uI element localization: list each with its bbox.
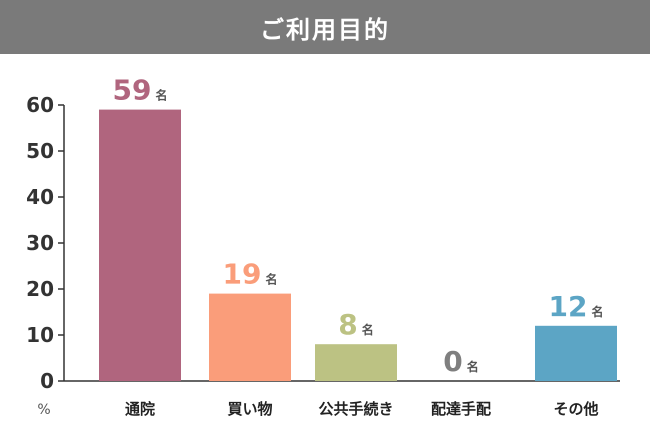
y-tick-label: 50 bbox=[26, 139, 54, 163]
bars bbox=[99, 109, 617, 381]
y-tick-label: 20 bbox=[26, 277, 54, 301]
data-label: 59 名 bbox=[113, 74, 168, 107]
category-label: 公共手続き bbox=[318, 400, 393, 418]
y-tick-label: 30 bbox=[26, 231, 54, 255]
bar bbox=[535, 325, 617, 381]
y-tick-label: 40 bbox=[26, 185, 54, 209]
bar bbox=[99, 109, 181, 381]
chart-title: ご利用目的 bbox=[260, 15, 390, 44]
category-label: その他 bbox=[553, 400, 598, 418]
y-tick-label: 60 bbox=[26, 93, 54, 117]
y-axis-label: % bbox=[37, 402, 50, 418]
data-label: 19 名 bbox=[223, 258, 278, 291]
data-label: 12 名 bbox=[549, 290, 604, 323]
category-label: 通院 bbox=[125, 400, 155, 418]
chart-title-bar: ご利用目的 bbox=[0, 0, 650, 54]
y-tick-label: 0 bbox=[40, 369, 54, 393]
category-label: 買い物 bbox=[227, 400, 272, 418]
y-tick-label: 10 bbox=[26, 323, 54, 347]
category-label: 配達手配 bbox=[431, 400, 491, 418]
bar bbox=[209, 293, 291, 381]
bar bbox=[315, 344, 397, 381]
